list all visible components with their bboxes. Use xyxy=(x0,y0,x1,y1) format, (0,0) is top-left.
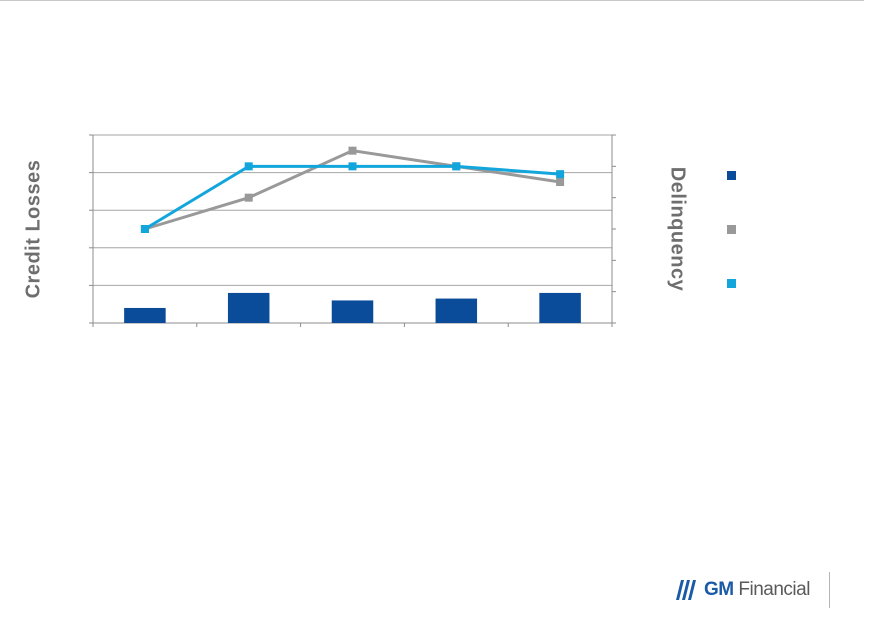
bar xyxy=(331,300,374,323)
data-point xyxy=(140,225,149,233)
logo-divider xyxy=(829,572,830,608)
right-axis-title: Delinquency xyxy=(666,166,689,292)
axes xyxy=(89,134,616,327)
line-series xyxy=(140,146,565,233)
bar xyxy=(539,292,581,323)
bar-series xyxy=(124,292,581,323)
legend-item-gray-line xyxy=(727,222,736,276)
data-point xyxy=(556,170,565,179)
data-point xyxy=(348,146,357,155)
series-line xyxy=(144,164,561,231)
legend-swatch xyxy=(727,225,736,234)
stripes-icon xyxy=(676,580,696,600)
data-point xyxy=(348,162,357,171)
legend-swatch xyxy=(727,171,736,180)
logo-text: GM Financial xyxy=(704,579,810,600)
legend-item-blue-line xyxy=(727,276,736,330)
gm-financial-logo: GM Financial xyxy=(675,578,810,602)
legend-item-bars xyxy=(727,168,736,222)
data-point xyxy=(244,162,253,171)
data-point xyxy=(556,178,565,186)
bar xyxy=(227,292,270,323)
legend-swatch xyxy=(727,279,736,288)
data-point xyxy=(452,162,461,171)
bar xyxy=(124,307,166,323)
legend xyxy=(727,168,736,330)
data-point xyxy=(244,193,253,202)
left-axis-title: Credit Losses xyxy=(22,159,45,299)
top-divider xyxy=(0,0,864,1)
bar xyxy=(435,298,478,323)
